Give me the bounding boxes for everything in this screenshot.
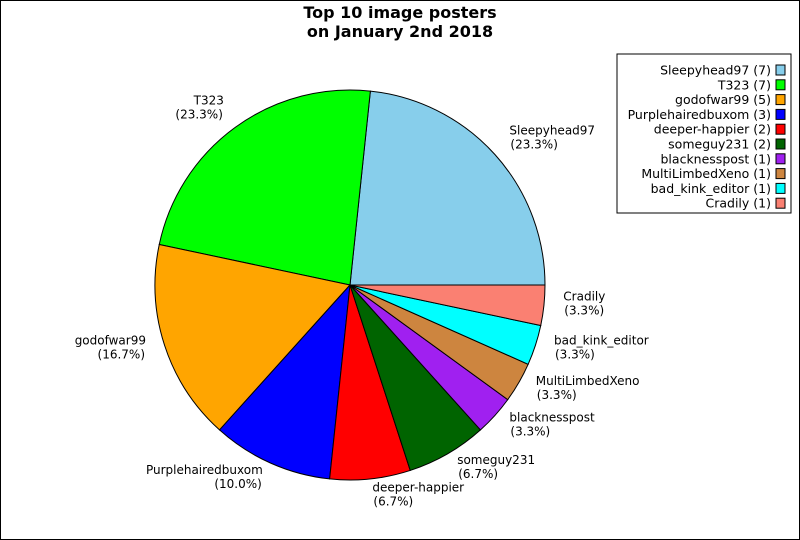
pie-slice-purplehairedbuxom: [218, 283, 351, 480]
legend-label-t323: T323 (7): [717, 77, 771, 92]
legend-label-purplehairedbuxom: Purplehairedbuxom (3): [628, 107, 771, 122]
pie-slice-godofwar99: [154, 243, 351, 431]
legend-label-someguy231: someguy231 (2): [668, 137, 771, 152]
chart-title-line-1: Top 10 image posters: [303, 3, 496, 22]
legend-swatch-t323: [775, 79, 786, 91]
legend-items: Sleepyhead97 (7)T323 (7)godofwar99 (5)Pu…: [628, 63, 786, 211]
slice-label-blacknesspost: blacknesspost (3.3%): [509, 411, 595, 439]
slice-label-bad-kink-editor: bad_kink_editor (3.3%): [554, 333, 649, 361]
legend: Sleepyhead97 (7)T323 (7)godofwar99 (5)Pu…: [616, 53, 792, 214]
legend-label-blacknesspost: blacknesspost (1): [661, 151, 772, 166]
legend-swatch-multilimbedxeno: [775, 168, 786, 180]
legend-label-cradily: Cradily (1): [706, 196, 772, 211]
legend-swatch-purplehairedbuxom: [775, 108, 786, 120]
slice-label-deeper-happier: deeper-happier (6.7%): [372, 480, 464, 508]
pie-slice-sleepyhead97: [349, 90, 546, 286]
pie-labels: Sleepyhead97 (23.3%) T323 (23.3%) godofwar99…: [75, 94, 649, 509]
legend-label-sleepyhead97: Sleepyhead97 (7): [660, 63, 771, 78]
legend-label-deeper-happier: deeper-happier (2): [654, 122, 771, 137]
pie-slice-cradily: [349, 284, 546, 327]
legend-label-bad-kink-editor: bad_kink_editor (1): [651, 181, 771, 196]
slice-label-godofwar99: godofwar99 (16.7%): [75, 333, 146, 361]
slice-label-purplehairedbuxom: Purplehairedbuxom (10.0%): [146, 463, 263, 491]
legend-swatch-godofwar99: [775, 94, 786, 106]
legend-swatch-blacknesspost: [775, 153, 786, 165]
legend-label-godofwar99: godofwar99 (5): [675, 92, 771, 107]
legend-swatch-deeper-happier: [775, 123, 786, 135]
legend-swatch-someguy231: [775, 138, 786, 150]
legend-label-multilimbedxeno: MultiLimbedXeno (1): [641, 166, 771, 181]
pie-slice-t323: [158, 89, 371, 286]
pie-slices: [154, 89, 546, 481]
slice-label-sleepyhead97: Sleepyhead97 (23.3%): [509, 124, 595, 152]
chart-title-line-2: on January 2nd 2018: [307, 22, 493, 41]
legend-swatch-cradily: [775, 197, 786, 209]
legend-box: [616, 53, 792, 214]
legend-swatch-sleepyhead97: [775, 64, 786, 76]
slice-label-multilimbedxeno: MultiLimbedXeno (3.3%): [536, 374, 640, 402]
legend-swatch-bad-kink-editor: [775, 182, 786, 194]
slice-label-t323: T323 (23.3%): [175, 94, 223, 122]
slice-label-cradily: Cradily (3.3%): [563, 289, 605, 317]
slice-label-someguy231: someguy231 (6.7%): [457, 453, 535, 481]
